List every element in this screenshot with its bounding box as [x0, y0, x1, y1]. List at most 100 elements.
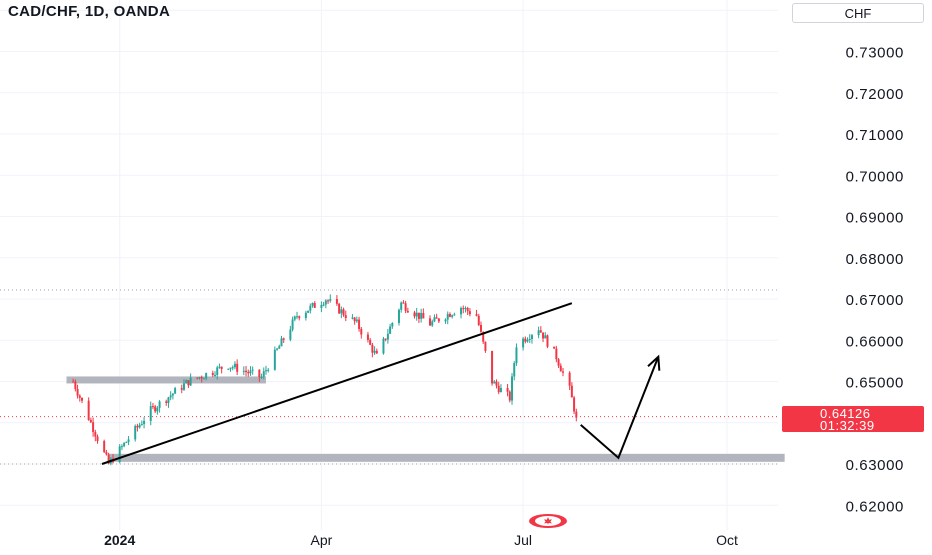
- candle-body: [466, 308, 469, 312]
- candle-body: [371, 344, 374, 353]
- candle-body: [413, 312, 416, 317]
- candle-body: [522, 338, 525, 348]
- candle-body: [475, 314, 478, 316]
- candle-body: [231, 367, 234, 369]
- canada-flag-icon[interactable]: [528, 513, 568, 529]
- candle-body: [406, 310, 409, 313]
- candle-body: [546, 335, 549, 347]
- candle-body: [74, 381, 77, 389]
- last-price-value: 0.64126: [820, 406, 871, 421]
- price-tick-label: 0.62000: [846, 498, 904, 515]
- price-axis[interactable]: 0.620000.630000.640000.650000.660000.670…: [846, 3, 904, 515]
- candle-body: [165, 401, 168, 403]
- candle-body: [338, 303, 341, 314]
- candle-body: [342, 309, 345, 316]
- time-tick-label: 2024: [104, 532, 135, 548]
- candle-body: [214, 374, 217, 376]
- candle-body: [499, 387, 502, 393]
- candle-body: [437, 318, 440, 322]
- candle-body: [327, 300, 330, 302]
- candle-body: [72, 381, 75, 383]
- candle-body: [136, 426, 139, 428]
- candle-body: [304, 312, 307, 319]
- candle-body: [78, 395, 81, 398]
- candle-body: [258, 369, 261, 378]
- candle-body: [123, 442, 126, 447]
- candle-body: [369, 339, 372, 345]
- candle-body: [375, 350, 378, 354]
- candle-body: [278, 346, 281, 349]
- candle-body: [415, 312, 418, 317]
- candle-body: [229, 367, 232, 369]
- candle-body: [528, 339, 531, 341]
- candle-body: [451, 315, 454, 317]
- candle-body: [506, 387, 509, 392]
- reference-levels: [0, 289, 778, 465]
- candle-body: [462, 308, 465, 310]
- candle-body: [373, 350, 376, 353]
- candle-body: [464, 308, 467, 310]
- candle-body: [491, 350, 494, 384]
- candle-body: [140, 424, 143, 426]
- candle-body: [198, 377, 201, 379]
- candle-body: [477, 315, 480, 325]
- candle-body: [125, 441, 128, 443]
- candle-body: [493, 381, 496, 384]
- candle-body: [384, 338, 387, 340]
- candle-body: [420, 312, 423, 319]
- candle-body: [89, 420, 92, 423]
- candle-body: [386, 333, 389, 340]
- candle-body: [495, 381, 498, 386]
- candle-body: [200, 377, 203, 379]
- candle-body: [92, 422, 95, 433]
- currency-selector[interactable]: CHF: [792, 3, 924, 23]
- trendline: [101, 302, 573, 465]
- candle-body: [433, 317, 436, 322]
- candle-body: [573, 397, 576, 412]
- candle-body: [249, 370, 252, 374]
- price-tick-label: 0.72000: [846, 86, 904, 103]
- candle-body: [511, 376, 514, 401]
- last-price-badge: 0.64126 01:32:39: [782, 406, 924, 432]
- time-axis[interactable]: 2024 Apr Jul Oct: [104, 532, 738, 548]
- projection-path: [580, 356, 660, 460]
- candle-body: [431, 321, 434, 326]
- price-tick-label: 0.69000: [846, 210, 904, 227]
- candle-body: [260, 376, 263, 378]
- candle-body: [389, 326, 392, 334]
- drawings-layer[interactable]: [101, 302, 661, 465]
- candle-body: [479, 324, 482, 332]
- candle-body: [227, 368, 230, 370]
- candle-body: [446, 314, 449, 320]
- candle-body: [422, 312, 425, 319]
- candle-body: [444, 319, 447, 322]
- candle-body: [353, 317, 356, 322]
- symbol-title[interactable]: CAD/CHF, 1D, OANDA: [8, 3, 171, 20]
- candle-body: [366, 334, 369, 340]
- candle-body: [120, 446, 123, 448]
- candle-body: [245, 370, 248, 372]
- price-tick-label: 0.68000: [846, 251, 904, 268]
- candle-body: [293, 316, 296, 320]
- candle-body: [182, 383, 185, 390]
- candle-body: [151, 406, 154, 408]
- candle-body: [448, 314, 451, 317]
- candle-body: [313, 303, 316, 308]
- candle-body: [537, 330, 540, 336]
- candle-body: [497, 385, 500, 393]
- candle-body: [557, 359, 560, 366]
- candle-body: [138, 424, 141, 428]
- candle-body: [575, 411, 578, 418]
- candle-body: [397, 309, 400, 323]
- zones-layer[interactable]: [66, 376, 785, 462]
- support-zone: [108, 453, 785, 462]
- candle-body: [482, 331, 485, 342]
- candle-body: [81, 397, 84, 401]
- candle-body: [127, 439, 130, 442]
- candle-body: [329, 299, 332, 301]
- candle-body: [542, 332, 545, 339]
- candle-body: [340, 309, 343, 314]
- candle-body: [158, 401, 161, 408]
